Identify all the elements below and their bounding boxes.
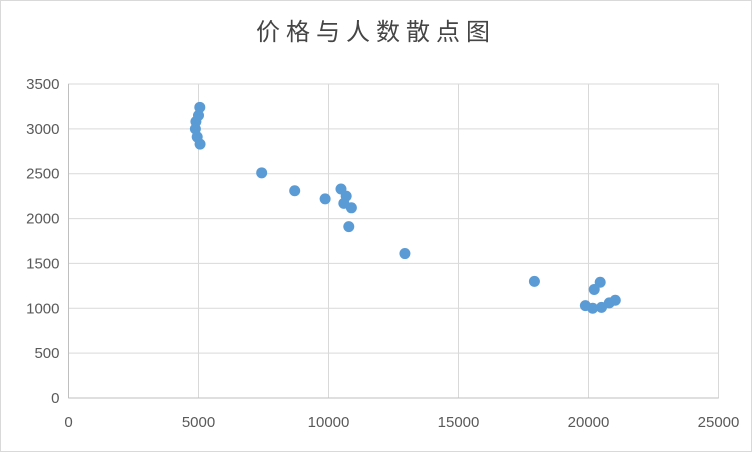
- x-tick-label: 15000: [438, 414, 480, 431]
- y-tick-label: 2000: [26, 211, 59, 228]
- y-tick-label: 3000: [26, 121, 59, 138]
- data-point[interactable]: [399, 248, 411, 260]
- x-tick-label: 5000: [182, 414, 215, 431]
- y-tick-label: 0: [51, 390, 59, 407]
- data-point[interactable]: [194, 138, 206, 150]
- x-tick-label: 20000: [568, 414, 610, 431]
- x-tick-label: 0: [64, 414, 72, 431]
- data-point[interactable]: [343, 221, 355, 233]
- x-tick-label: 25000: [698, 414, 740, 431]
- data-point[interactable]: [588, 283, 600, 295]
- data-point[interactable]: [587, 302, 599, 314]
- data-point[interactable]: [319, 193, 331, 205]
- x-tick-label: 10000: [308, 414, 350, 431]
- y-tick-label: 1500: [26, 255, 59, 272]
- chart-title: 价格与人数散点图: [256, 18, 496, 46]
- y-tick-label: 2500: [26, 166, 59, 183]
- y-tick-label: 500: [34, 345, 59, 362]
- data-point[interactable]: [194, 101, 206, 113]
- data-point[interactable]: [289, 185, 301, 197]
- data-point[interactable]: [609, 294, 621, 306]
- y-tick-label: 3500: [26, 76, 59, 93]
- y-tick-label: 1000: [26, 300, 59, 317]
- data-point[interactable]: [345, 202, 357, 214]
- plot-area-border: [68, 83, 719, 399]
- data-point[interactable]: [528, 275, 540, 287]
- data-point[interactable]: [256, 167, 268, 179]
